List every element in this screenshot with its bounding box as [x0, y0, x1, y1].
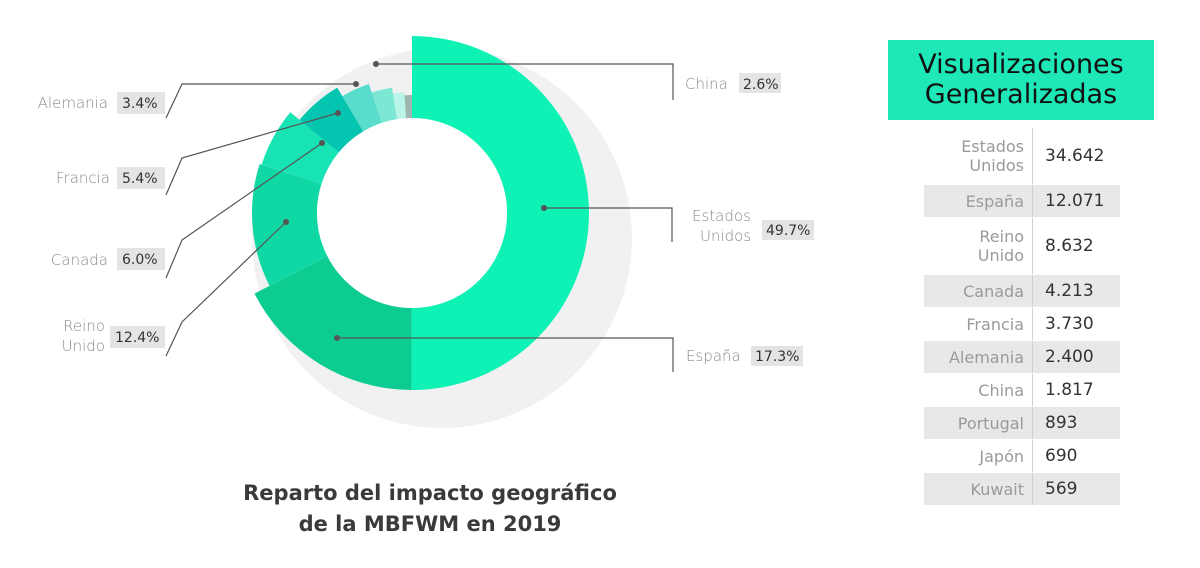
label-estados-unidos-1: Estados: [692, 207, 751, 225]
value-cell: 1.817: [1032, 374, 1120, 406]
caption-line-2: de la MBFWM en 2019: [298, 512, 562, 536]
label-reino-unido-2: Unido: [62, 337, 105, 355]
table-row: Estados Unidos 34.642: [924, 128, 1120, 184]
table-row: Portugal 893: [924, 407, 1120, 439]
slice-francia: [299, 87, 364, 153]
value-cell: 2.400: [1032, 341, 1120, 373]
table-row: China 1.817: [924, 374, 1120, 406]
country-cell: Canada: [924, 275, 1032, 307]
value-cell: 34.642: [1032, 128, 1120, 184]
country-cell: Estados Unidos: [961, 137, 1024, 175]
label-estados-unidos-2: Unidos: [700, 227, 751, 245]
value-cell: 569: [1032, 473, 1120, 505]
pct-china: 2.6%: [743, 77, 779, 93]
country-cell: Reino Unido: [977, 227, 1024, 265]
pct-francia: 5.4%: [122, 171, 158, 187]
table-row: Japón 690: [924, 440, 1120, 472]
leader-espana: [337, 337, 674, 372]
caption-line-1: Reparto del impacto geográfico: [243, 481, 617, 505]
leader-reino-unido: [165, 221, 287, 357]
label-china: China: [685, 75, 728, 93]
slice-other-8: [404, 95, 412, 119]
value-cell: 893: [1032, 407, 1120, 439]
leader-alemania: [165, 83, 356, 119]
value-cell: 4.213: [1032, 275, 1120, 307]
table-row: Kuwait 569: [924, 473, 1120, 505]
panel-title: Visualizaciones Generalizadas: [888, 40, 1154, 120]
slice-españa: [254, 256, 412, 390]
slice-canada: [261, 112, 339, 184]
country-cell: España: [924, 185, 1032, 217]
slice-alemania: [342, 84, 382, 132]
value-cell: 3.730: [1032, 308, 1120, 340]
country-cell: Alemania: [924, 341, 1032, 373]
leader-estados-unidos: [544, 207, 673, 242]
value-cell: 690: [1032, 440, 1120, 472]
slice-china: [371, 87, 398, 123]
donut-chart: China 2.6% Estados Unidos 49.7% España 1…: [38, 36, 814, 428]
slice-reino-unido: [251, 163, 328, 286]
panel-title-line-2: Generalizadas: [924, 79, 1118, 110]
pct-reino-unido: 12.4%: [115, 330, 159, 346]
pct-alemania: 3.4%: [122, 96, 158, 112]
label-francia: Francia: [56, 169, 110, 187]
label-espana: España: [686, 347, 741, 365]
table-row: Francia 3.730: [924, 308, 1120, 340]
pct-canada: 6.0%: [122, 252, 158, 268]
panel-title-line-1: Visualizaciones: [918, 49, 1124, 80]
country-cell: Francia: [966, 314, 1024, 334]
slice-other-7: [392, 92, 406, 120]
chart-caption: Reparto del impacto geográfico de la MBF…: [200, 478, 660, 540]
value-cell: 12.071: [1032, 185, 1120, 217]
label-canada: Canada: [51, 251, 108, 269]
leader-canada: [165, 142, 323, 279]
table-row: España 12.071: [924, 185, 1120, 217]
pct-estados-unidos: 49.7%: [766, 223, 810, 239]
table-row: Canada 4.213: [924, 275, 1120, 307]
country-cell: Portugal: [924, 407, 1032, 439]
label-alemania: Alemania: [38, 94, 108, 112]
leader-china: [376, 63, 674, 100]
leader-francia: [165, 112, 339, 196]
country-cell: China: [978, 380, 1024, 400]
label-reino-unido-1: Reino: [63, 317, 105, 335]
table-row: Reino Unido 8.632: [924, 218, 1120, 274]
table-row: Alemania 2.400: [924, 341, 1120, 373]
pct-espana: 17.3%: [755, 349, 799, 365]
donut-hole: [317, 118, 507, 308]
country-cell: Japón: [979, 446, 1024, 466]
country-cell: Kuwait: [924, 473, 1032, 505]
slice-estados-unidos: [411, 36, 590, 390]
value-cell: 8.632: [1032, 218, 1120, 274]
views-table: Estados Unidos 34.642 España 12.071 Reino Unid…: [924, 128, 1120, 506]
